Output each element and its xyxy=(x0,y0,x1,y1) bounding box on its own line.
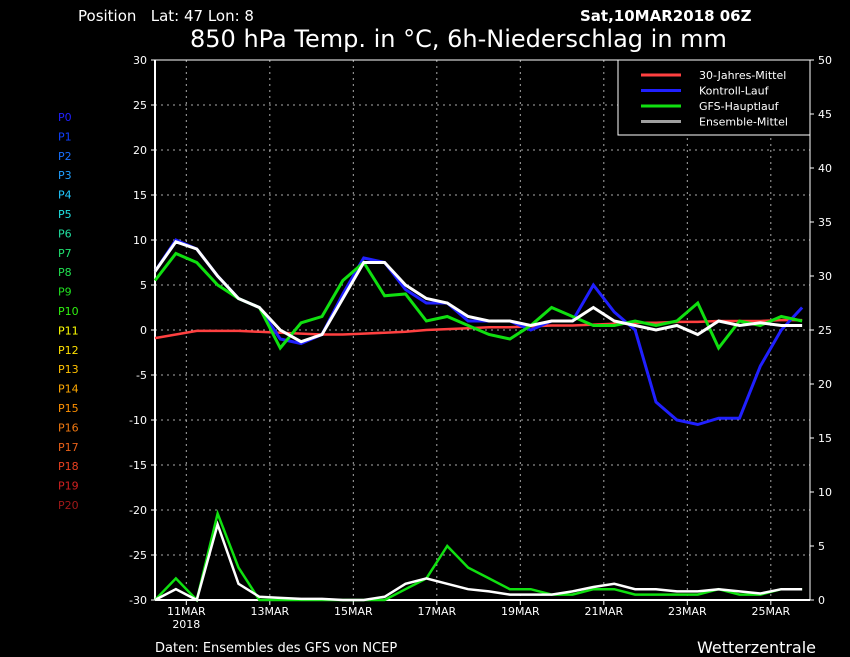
member-label: P10 xyxy=(58,305,79,318)
member-label: P0 xyxy=(58,111,72,124)
x-tick-label: 25MAR xyxy=(751,605,790,618)
member-label: P2 xyxy=(58,150,72,163)
member-label: P5 xyxy=(58,208,72,221)
left-tick-label: -20 xyxy=(129,504,147,517)
left-tick-label: 10 xyxy=(133,234,147,247)
temp-line-30-jahres-mittel xyxy=(154,318,803,340)
right-tick-label: 5 xyxy=(818,540,825,553)
x-tick-label: 11MAR xyxy=(167,605,206,618)
legend-label: 30-Jahres-Mittel xyxy=(699,69,786,82)
member-label: P6 xyxy=(58,227,72,240)
member-label: P14 xyxy=(58,383,79,396)
precip-line-gfs-hauptlauf xyxy=(154,509,803,603)
left-tick-label: 30 xyxy=(133,54,147,67)
left-tick-label: 0 xyxy=(140,324,147,337)
footer-source: Daten: Ensembles des GFS von NCEP xyxy=(155,641,397,656)
temp-line-ensemble-mittel xyxy=(153,240,803,344)
right-tick-label: 50 xyxy=(818,54,832,67)
right-tick-label: 0 xyxy=(818,594,825,607)
chart-title: 850 hPa Temp. in °C, 6h-Niederschlag in … xyxy=(190,25,727,53)
precip-line-ensemble-mittel xyxy=(154,520,803,602)
member-label: P19 xyxy=(58,480,79,493)
right-tick-label: 30 xyxy=(818,270,832,283)
legend: 30-Jahres-Mittel Kontroll-Lauf GFS-Hauptla… xyxy=(617,59,811,136)
legend-label: Ensemble-Mittel xyxy=(699,116,788,129)
left-tick-label: 15 xyxy=(133,189,147,202)
x-year-label: 2018 xyxy=(172,618,200,631)
right-tick-label: 25 xyxy=(818,324,832,337)
x-tick-label: 23MAR xyxy=(668,605,707,618)
member-labels: P0 P1 P2 P3 P4 P5 P6 P7 P8 P9 P10 P11 P12 P13 P14 P15 P1… xyxy=(58,111,79,512)
right-tick-label: 20 xyxy=(818,378,832,391)
member-label: P11 xyxy=(58,324,79,337)
member-label: P9 xyxy=(58,286,72,299)
left-tick-label: -5 xyxy=(136,369,147,382)
x-tick-label: 19MAR xyxy=(501,605,540,618)
right-tick-label: 10 xyxy=(818,486,832,499)
left-tick-label: 25 xyxy=(133,99,147,112)
left-tick-label: -30 xyxy=(129,594,147,607)
x-tick-label: 17MAR xyxy=(417,605,456,618)
member-label: P20 xyxy=(58,499,79,512)
x-tick-label: 13MAR xyxy=(250,605,289,618)
x-tick-label: 15MAR xyxy=(334,605,373,618)
footer-brand: Wetterzentrale xyxy=(697,638,816,657)
left-tick-label: -15 xyxy=(129,459,147,472)
legend-label: GFS-Hauptlauf xyxy=(699,100,780,113)
member-label: P18 xyxy=(58,460,79,473)
temp-line-gfs-hauptlauf xyxy=(153,251,803,351)
right-tick-label: 15 xyxy=(818,432,832,445)
right-tick-label: 45 xyxy=(818,108,832,121)
member-label: P8 xyxy=(58,266,72,279)
member-label: P13 xyxy=(58,363,79,376)
member-label: P1 xyxy=(58,130,72,143)
left-tick-label: 5 xyxy=(140,279,147,292)
member-label: P16 xyxy=(58,421,79,434)
left-tick-label: -25 xyxy=(129,549,147,562)
legend-label: Kontroll-Lauf xyxy=(699,85,770,98)
left-tick-label: 20 xyxy=(133,144,147,157)
run-label: Sat,10MAR2018 06Z xyxy=(580,7,752,25)
right-tick-label: 40 xyxy=(818,162,832,175)
member-label: P4 xyxy=(58,189,72,202)
member-label: P15 xyxy=(58,402,79,415)
member-label: P7 xyxy=(58,247,72,260)
x-tick-label: 21MAR xyxy=(584,605,623,618)
left-tick-label: -10 xyxy=(129,414,147,427)
position-label: Position Lat: 47 Lon: 8 xyxy=(78,7,254,25)
member-label: P12 xyxy=(58,344,79,357)
axes: 302520151050-5-10-15-20-25-3050454035302… xyxy=(129,54,832,631)
member-label: P17 xyxy=(58,441,79,454)
member-label: P3 xyxy=(58,169,72,182)
series-lines xyxy=(153,238,804,603)
right-tick-label: 35 xyxy=(818,216,832,229)
